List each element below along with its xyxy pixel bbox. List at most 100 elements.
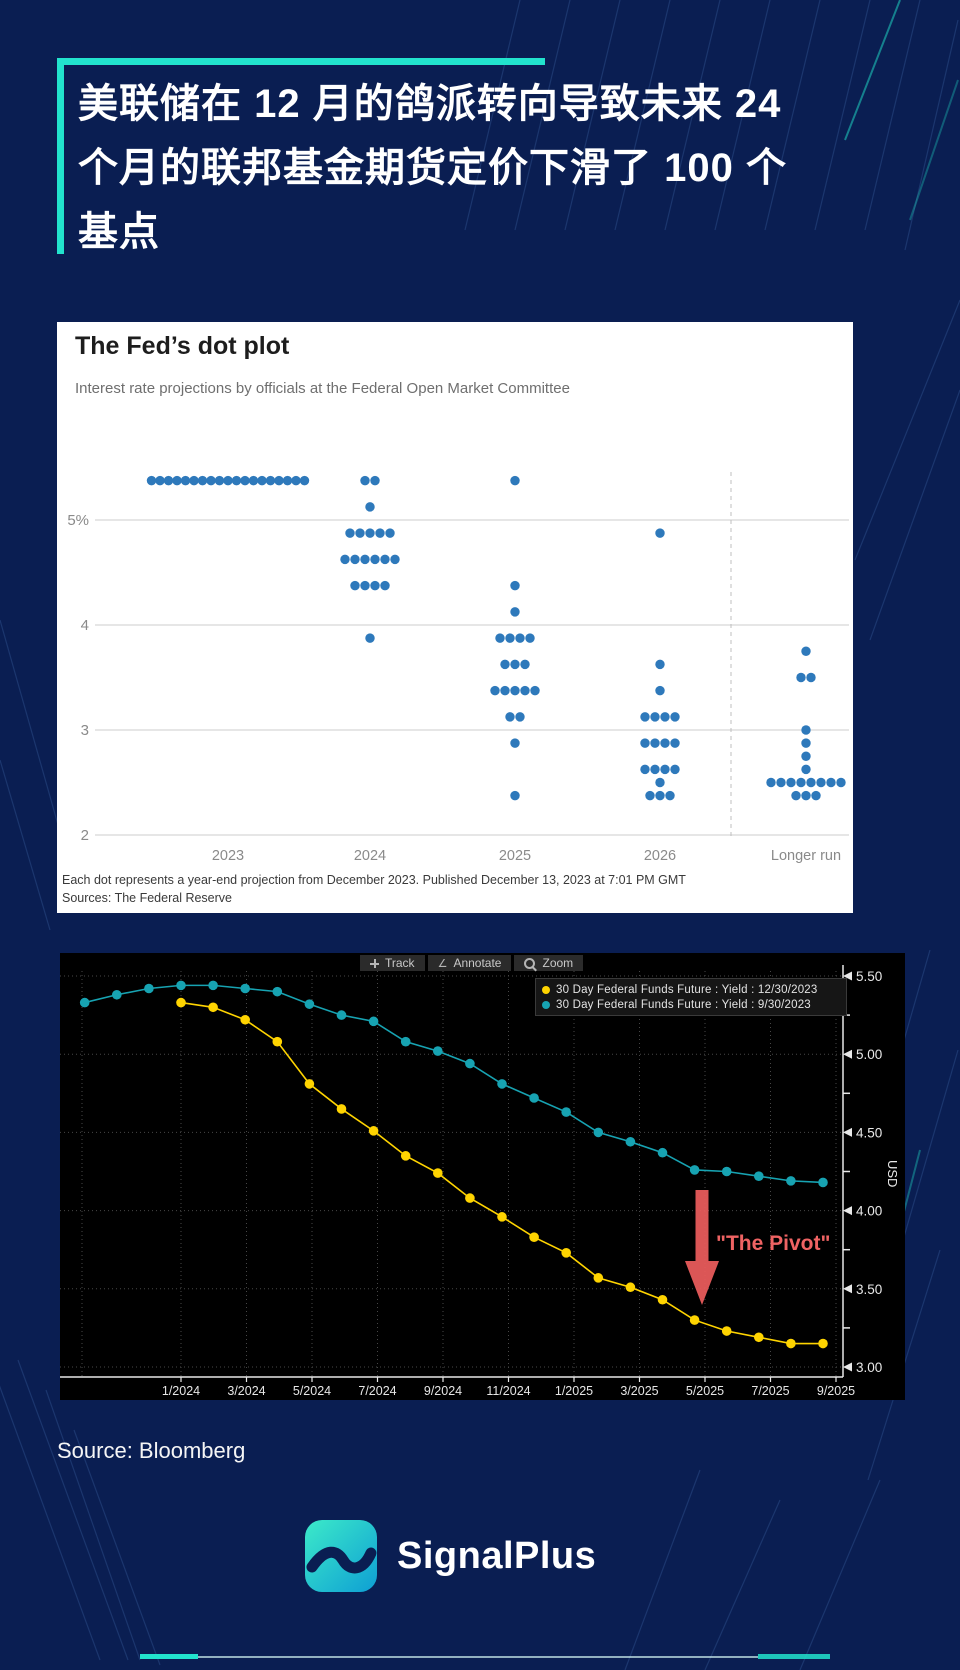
projection-dot [375,528,385,538]
bottom-accent-right [758,1654,830,1659]
data-point [272,986,283,997]
projection-dot [650,764,660,775]
x-axis-label: 5/2025 [686,1384,724,1398]
projection-dot [655,777,665,788]
data-point [818,1177,828,1188]
projection-dot [360,554,370,565]
projection-dot [365,502,375,512]
bottom-accent-line [198,1656,758,1658]
data-point [529,1093,539,1103]
data-point [818,1338,828,1349]
projection-dot [510,738,520,748]
projection-dot [495,633,505,643]
y-axis-label: 5.50 [856,969,882,984]
projection-dot [365,633,375,643]
projection-dot [510,790,520,801]
projection-dot [505,712,515,722]
x-axis-label: 2024 [354,848,386,864]
x-axis-label: 5/2024 [293,1384,331,1398]
data-point [336,1010,347,1020]
data-point [176,997,186,1008]
futures-chart: 5.50 5.00 4.50 4.00 3.50 3.00 USD 1/2024 3/2024 5… [60,965,900,1398]
projection-dot [786,777,796,788]
projection-dot [257,475,267,486]
projection-dot [380,580,390,591]
data-point [400,1036,411,1047]
annotate-label: Annotate [453,956,502,970]
projection-dot [515,712,525,722]
data-point [433,1046,443,1056]
pivot-arrow-icon [685,1190,719,1305]
projection-dot [223,475,233,486]
projection-dot [801,738,811,748]
projection-dot [801,790,811,801]
x-axis-label: 1/2025 [555,1384,593,1398]
projection-dot [520,659,530,670]
track-label: Track [385,956,415,970]
data-point [465,1193,475,1203]
headline-line-1: 美联储在 12 月的鸽派转向导致未来 24 [78,82,782,126]
projection-dot [146,475,157,486]
legend-dot-icon [542,1000,550,1009]
projection-dot [640,764,650,775]
data-point [754,1332,764,1343]
series-markers [176,997,828,1349]
zoom-label: Zoom [542,956,574,970]
projection-dot [510,475,520,486]
data-point [786,1338,796,1349]
data-point [208,980,218,991]
projection-dot [385,528,395,538]
projection-dot [806,672,816,683]
projection-dot [360,475,370,486]
projection-dot [766,777,776,788]
projection-dot [826,777,836,788]
data-point [368,1126,379,1136]
projection-dot [360,580,370,591]
x-axis-label: 2026 [644,848,676,864]
y-axis-label: 4.50 [856,1125,882,1140]
projection-dot [650,738,660,748]
dot-plot-title: The Fed’s dot plot [75,332,290,360]
track-button[interactable]: Track [360,955,425,971]
chart-legend: 30 Day Federal Funds Future : Yield : 12… [535,978,847,1016]
y-axis-label: 4.00 [856,1204,882,1219]
track-icon [370,958,379,968]
x-axis-label: 3/2025 [620,1384,658,1398]
projection-dot [665,790,675,801]
projection-dot [380,554,390,565]
projection-dot [806,777,816,788]
projection-dot [811,790,821,801]
projection-dot [510,607,520,617]
dot-column-longer-run [766,646,846,801]
dot-plot-sources: Sources: The Federal Reserve [62,891,232,905]
tick-arrow [843,1362,852,1372]
projection-dot [350,554,360,565]
legend-item: 30 Day Federal Funds Future : Yield : 9/… [542,997,840,1012]
brand-icon [305,1520,377,1592]
x-axis-label: 11/2024 [486,1384,530,1398]
projection-dot [390,554,400,565]
projection-dot [180,475,191,486]
data-point [144,983,154,994]
y-axis-label: 2 [81,827,89,844]
projection-dot [500,659,510,670]
projection-dot [670,738,680,748]
legend-label: 30 Day Federal Funds Future : Yield : 9/… [556,998,811,1011]
tick-arrow [843,1284,852,1294]
data-point [304,1079,315,1089]
projection-dot [355,528,365,538]
tick-arrow [843,1206,852,1216]
projection-dot [801,646,811,656]
data-point [721,1166,732,1177]
zoom-button[interactable]: Zoom [514,955,584,971]
x-axis-label: 1/2024 [162,1384,200,1398]
data-point [625,1282,636,1293]
annotate-button[interactable]: ∠ Annotate [427,955,512,971]
projection-dot [801,725,811,735]
headline-line-2: 个月的联邦基金期货定价下滑了 100 个 [78,146,787,190]
tick-arrow [843,971,852,981]
projection-dot [796,777,806,788]
data-point [79,997,90,1008]
data-point [176,980,186,991]
projection-dot [500,685,510,696]
